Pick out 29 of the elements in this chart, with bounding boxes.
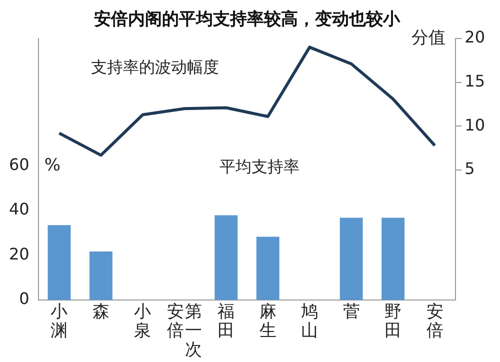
- x-tick-label: 菅: [342, 302, 360, 322]
- series-label: 支持率的波动幅度: [91, 58, 220, 77]
- x-tick-label: 安倍: [426, 302, 444, 341]
- x-tick-label: 麻生: [259, 302, 276, 341]
- bar: [340, 218, 363, 300]
- y-axis-title: %: [44, 155, 61, 176]
- x-tick-label: 福田: [218, 302, 235, 341]
- x-tick-label: 安倍第一次: [166, 302, 202, 360]
- y-tick-label: 40: [9, 200, 30, 219]
- y-tick-label: 60: [9, 155, 30, 174]
- y-tick-label: 0: [19, 289, 30, 308]
- x-tick-label: 小渊: [50, 302, 68, 341]
- bar: [89, 251, 112, 300]
- x-tick-label: 森: [92, 302, 110, 322]
- y2-tick-label: 15: [464, 71, 485, 90]
- x-tick-label: 小泉: [134, 302, 152, 341]
- text: 平均支持率: [220, 157, 300, 176]
- y-tick-label: 20: [9, 244, 30, 264]
- chart-title: 安倍内阁的平均支持率较高，变动也较小: [94, 10, 401, 30]
- x-tick-label: 鸠山: [301, 302, 318, 341]
- x-tick-label: 野田: [384, 302, 402, 341]
- bar: [256, 236, 280, 300]
- bar: [214, 215, 238, 300]
- y2-tick-label: 5: [464, 159, 475, 178]
- y2-tick-label: 20: [464, 28, 485, 47]
- y2-tick-label: 10: [464, 115, 485, 134]
- y2-axis-title: 分值: [412, 28, 446, 48]
- bar: [382, 218, 405, 300]
- bar: [48, 225, 71, 300]
